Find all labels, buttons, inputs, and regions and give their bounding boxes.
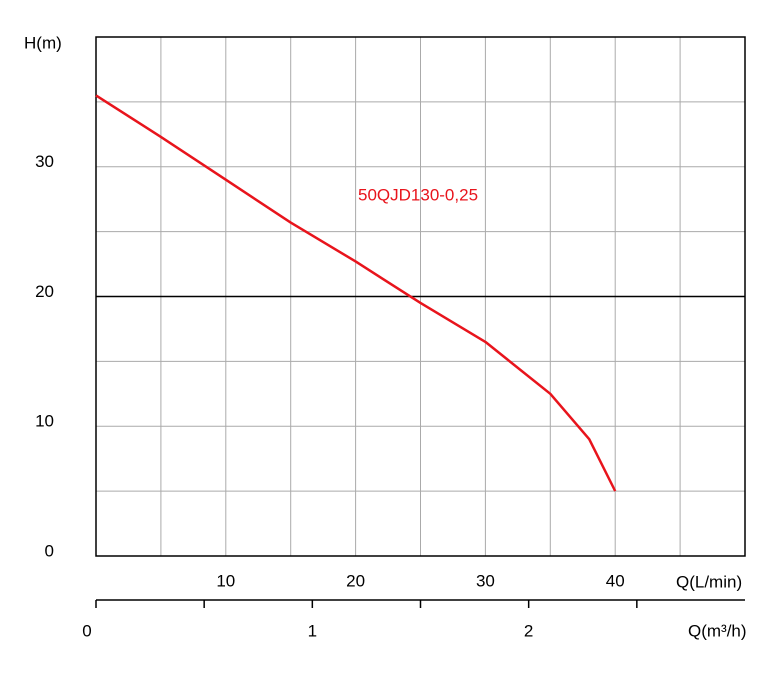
y-tick-label: 0 <box>45 541 54 560</box>
x2-tick-label: 1 <box>308 621 317 640</box>
x2-tick-label: 2 <box>524 621 533 640</box>
curve-label: 50QJD130-0,25 <box>358 185 478 204</box>
y-tick-label: 30 <box>35 152 54 171</box>
x-tick-label: 10 <box>216 571 235 590</box>
x-axis-label: Q(L/min) <box>676 572 742 591</box>
y-tick-label: 10 <box>35 412 54 431</box>
x-tick-label: 20 <box>346 571 365 590</box>
y-axis-label: H(m) <box>24 33 62 52</box>
curve <box>95 94 617 492</box>
x-tick-label: 40 <box>606 571 625 590</box>
x2-axis-label: Q(m³/h) <box>688 621 747 640</box>
x-tick-label: 30 <box>476 571 495 590</box>
y-tick-label: 20 <box>35 282 54 301</box>
x2-tick-label: 0 <box>82 621 91 640</box>
plot-frame <box>95 36 746 557</box>
